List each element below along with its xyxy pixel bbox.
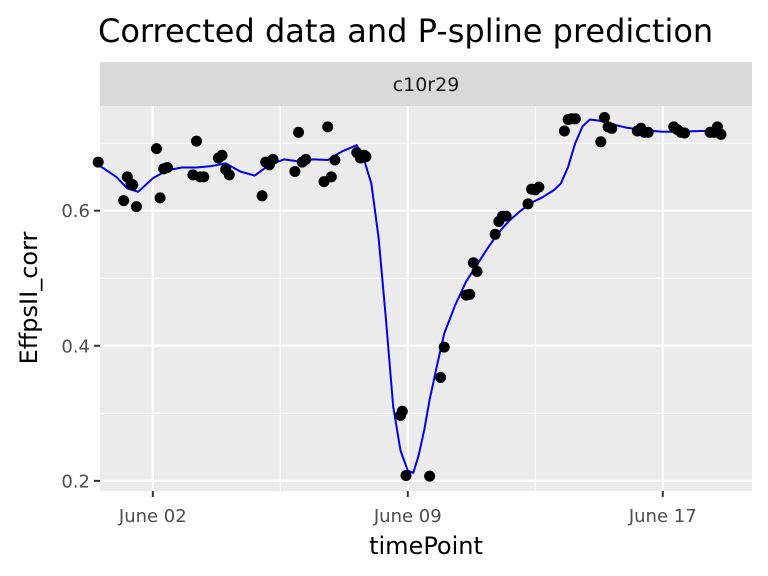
- data-point: [267, 153, 279, 165]
- x-tick-label: June 09: [373, 506, 442, 527]
- data-point: [130, 201, 142, 213]
- data-point: [489, 228, 501, 240]
- data-point: [118, 195, 130, 207]
- data-point: [435, 372, 447, 383]
- data-point: [500, 210, 512, 222]
- data-point: [293, 126, 304, 138]
- data-point: [325, 171, 337, 183]
- x-axis-title: timePoint: [369, 532, 483, 560]
- data-point: [151, 143, 162, 155]
- y-tick-label: 0.2: [61, 471, 90, 492]
- data-point: [161, 162, 173, 173]
- data-point: [471, 266, 483, 277]
- data-point: [191, 135, 202, 147]
- x-tick-label: June 02: [118, 506, 187, 527]
- x-tick-label: June 17: [628, 506, 697, 527]
- data-point: [642, 126, 654, 138]
- data-point: [569, 113, 581, 125]
- y-tick-label: 0.4: [61, 336, 90, 357]
- y-tick-label: 0.6: [61, 201, 90, 222]
- y-axis-title: EffpsII_corr: [15, 231, 43, 364]
- data-point: [360, 151, 372, 163]
- data-point: [606, 122, 618, 134]
- major-gridlines: [100, 106, 752, 491]
- data-point: [329, 154, 341, 166]
- y-axis: 0.2 0.4 0.6: [61, 201, 100, 492]
- data-point: [400, 470, 412, 481]
- data-point: [127, 179, 139, 191]
- data-point: [92, 156, 104, 168]
- data-point: [424, 470, 436, 482]
- data-point: [679, 127, 691, 139]
- x-axis: June 02 June 09 June 17: [118, 491, 697, 527]
- chart-title: Corrected data and P-spline prediction: [98, 12, 713, 50]
- data-point: [198, 171, 210, 183]
- facet-strip-label: c10r29: [393, 74, 460, 96]
- plot-panel: [100, 106, 752, 491]
- data-point: [216, 149, 228, 161]
- minor-gridlines: [100, 106, 752, 491]
- points-layer: [92, 112, 727, 482]
- data-point: [223, 169, 235, 181]
- data-point: [154, 192, 166, 204]
- data-point: [599, 112, 610, 123]
- data-point: [396, 405, 408, 417]
- data-point: [715, 128, 727, 140]
- data-point: [464, 288, 476, 300]
- data-point: [438, 341, 450, 353]
- data-point: [256, 190, 268, 202]
- data-point: [595, 136, 607, 148]
- data-point: [289, 166, 301, 177]
- data-point: [522, 198, 534, 210]
- data-point: [467, 257, 479, 269]
- data-point: [558, 125, 570, 137]
- facet-strip: [100, 62, 752, 106]
- data-point: [322, 121, 334, 133]
- data-point: [533, 181, 545, 193]
- data-point: [300, 153, 312, 165]
